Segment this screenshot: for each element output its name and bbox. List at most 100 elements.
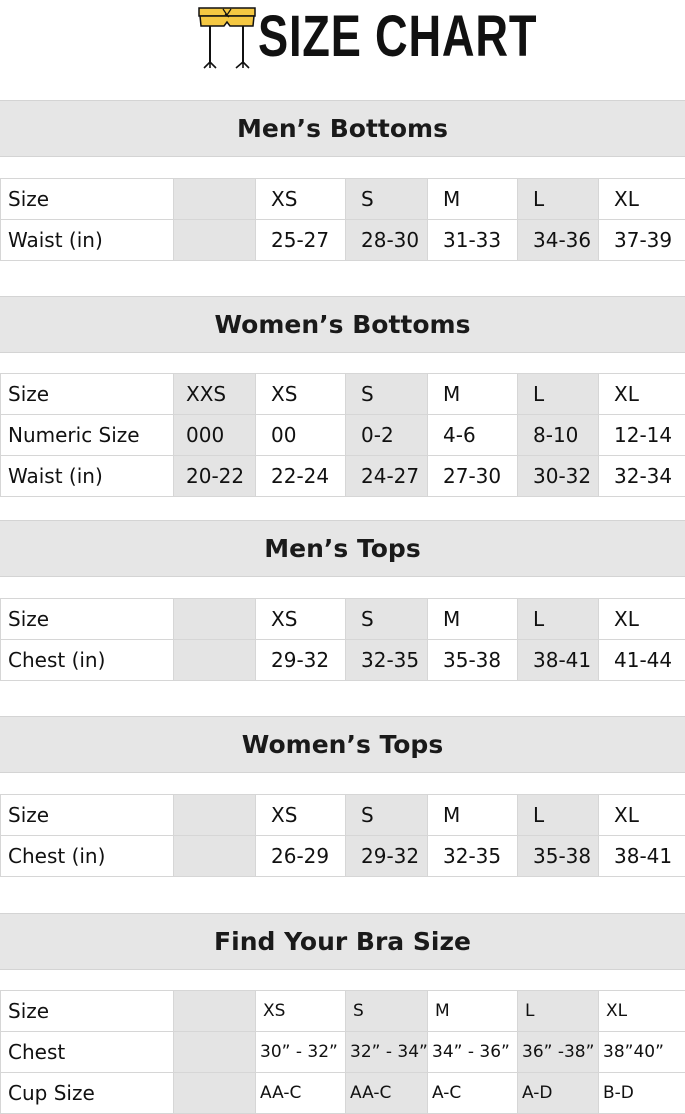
row-label: Size bbox=[1, 179, 174, 220]
section-title: Men’s Bottoms bbox=[0, 100, 685, 157]
section-womens-bottoms: Women’s Bottoms bbox=[0, 296, 685, 353]
table-cell: 34” - 36” bbox=[428, 1032, 518, 1073]
row-label: Size bbox=[1, 991, 174, 1032]
table-cell: AA-C bbox=[346, 1073, 428, 1114]
table-cell bbox=[174, 640, 256, 681]
row-label: Size bbox=[1, 795, 174, 836]
table-cell: 38-41 bbox=[599, 836, 685, 877]
table-cell: AA-C bbox=[256, 1073, 346, 1114]
table-cell bbox=[174, 1073, 256, 1114]
table-cell: L bbox=[518, 599, 599, 640]
table-cell: A-C bbox=[428, 1073, 518, 1114]
table-cell: 28-30 bbox=[346, 220, 428, 261]
section-womens-tops: Women’s Tops bbox=[0, 716, 685, 773]
table-cell: S bbox=[346, 795, 428, 836]
table-cell: 27-30 bbox=[428, 456, 518, 497]
table-cell: A-D bbox=[518, 1073, 599, 1114]
table-cell: 22-24 bbox=[256, 456, 346, 497]
section-bra-size: Find Your Bra Size bbox=[0, 913, 685, 970]
section-mens-tops: Men’s Tops bbox=[0, 520, 685, 577]
table-cell bbox=[174, 1032, 256, 1073]
table-cell: 38-41 bbox=[518, 640, 599, 681]
table-cell: 41-44 bbox=[599, 640, 685, 681]
table-cell: M bbox=[428, 599, 518, 640]
table-cell: 31-33 bbox=[428, 220, 518, 261]
table-cell: 0-2 bbox=[346, 415, 428, 456]
table-cell: XS bbox=[256, 374, 346, 415]
table-cell: S bbox=[346, 374, 428, 415]
table-cell: 20-22 bbox=[174, 456, 256, 497]
table-cell: 34-36 bbox=[518, 220, 599, 261]
table-cell: XL bbox=[599, 599, 685, 640]
table-cell bbox=[174, 599, 256, 640]
table-cell: XS bbox=[256, 599, 346, 640]
table-cell: S bbox=[346, 179, 428, 220]
table-row: Chest 30” - 32”32” - 34”34” - 36”36” -38”… bbox=[1, 1032, 685, 1073]
table-cell: XL bbox=[599, 795, 685, 836]
section-mens-bottoms: Men’s Bottoms bbox=[0, 100, 685, 157]
page-title: SIZE CHART bbox=[258, 8, 537, 66]
table-cell: S bbox=[346, 599, 428, 640]
table-cell: XS bbox=[256, 991, 346, 1032]
row-label: Waist (in) bbox=[1, 456, 174, 497]
table-cell: 32-35 bbox=[428, 836, 518, 877]
table-cell: 25-27 bbox=[256, 220, 346, 261]
table-cell: XL bbox=[599, 374, 685, 415]
table-cell: 29-32 bbox=[346, 836, 428, 877]
row-label: Waist (in) bbox=[1, 220, 174, 261]
table-cell: L bbox=[518, 374, 599, 415]
table-cell: 29-32 bbox=[256, 640, 346, 681]
table-cell: 37-39 bbox=[599, 220, 685, 261]
table-cell: M bbox=[428, 179, 518, 220]
table-cell: 32-34 bbox=[599, 456, 685, 497]
table-cell: 30-32 bbox=[518, 456, 599, 497]
table-cell bbox=[174, 220, 256, 261]
table-cell: XL bbox=[599, 179, 685, 220]
yellow-shorts-legs-icon bbox=[196, 4, 260, 70]
table-cell: XL bbox=[599, 991, 685, 1032]
table-cell: 12-14 bbox=[599, 415, 685, 456]
table-cell bbox=[174, 836, 256, 877]
table-cell: 32” - 34” bbox=[346, 1032, 428, 1073]
table-cell: B-D bbox=[599, 1073, 685, 1114]
row-label: Chest bbox=[1, 1032, 174, 1073]
table-cell: 00 bbox=[256, 415, 346, 456]
table-cell: M bbox=[428, 795, 518, 836]
table-cell bbox=[174, 179, 256, 220]
table-cell: 36” -38” bbox=[518, 1032, 599, 1073]
row-label: Chest (in) bbox=[1, 836, 174, 877]
table-cell: 32-35 bbox=[346, 640, 428, 681]
table-cell: L bbox=[518, 991, 599, 1032]
table-cell: XXS bbox=[174, 374, 256, 415]
table-cell: L bbox=[518, 795, 599, 836]
row-label: Size bbox=[1, 599, 174, 640]
table-cell: 30” - 32” bbox=[256, 1032, 346, 1073]
table-cell bbox=[174, 991, 256, 1032]
table-cell: S bbox=[346, 991, 428, 1032]
table-cell: 38”40” bbox=[599, 1032, 685, 1073]
row-label: Size bbox=[1, 374, 174, 415]
logo: SIZE CHART bbox=[196, 2, 616, 72]
section-title: Women’s Bottoms bbox=[0, 296, 685, 353]
table-cell: 35-38 bbox=[518, 836, 599, 877]
table-cell: 35-38 bbox=[428, 640, 518, 681]
row-label: Chest (in) bbox=[1, 640, 174, 681]
table-cell: 000 bbox=[174, 415, 256, 456]
table-cell bbox=[174, 795, 256, 836]
table-cell: 8-10 bbox=[518, 415, 599, 456]
